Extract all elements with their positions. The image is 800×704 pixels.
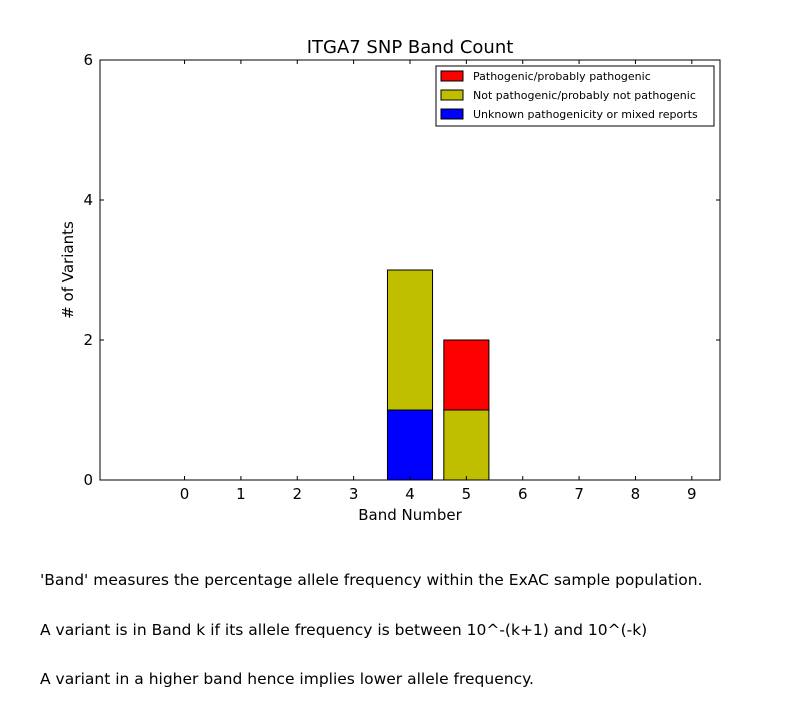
bars-layer [386, 269, 490, 481]
x-tick-label: 1 [236, 485, 246, 503]
bar-band-4-series-1 [386, 269, 434, 411]
x-tick-label: 9 [687, 485, 697, 503]
x-tick-label: 7 [574, 485, 584, 503]
legend-swatch [440, 89, 464, 101]
x-tick-label: 8 [631, 485, 641, 503]
ticks-layer: 0 1 2 3 4 5 6 7 8 9 0 2 4 6 [83, 51, 720, 503]
y-tick-label: 2 [83, 331, 93, 349]
legend-box [435, 65, 715, 127]
legend-swatch [440, 70, 464, 82]
chart-title: ITGA7 SNP Band Count [307, 37, 514, 58]
x-tick-label: 0 [180, 485, 190, 503]
legend-swatch [440, 108, 464, 120]
legend: Pathogenic/probably pathogenic Not pathog… [435, 65, 715, 127]
x-tick-label: 3 [349, 485, 359, 503]
band-count-chart: 0 1 2 3 4 5 6 7 8 9 0 2 4 6 ITGA7 SNP Band Count Band… [59, 37, 721, 524]
bar-band-4-series-0 [386, 409, 434, 481]
caption-line-1: 'Band' measures the percentage allele fr… [40, 571, 703, 589]
caption-line-3: A variant in a higher band hence implies… [40, 670, 534, 688]
y-axis-label: # of Variants [59, 221, 77, 319]
legend-label: Not pathogenic/probably not pathogenic [473, 89, 696, 102]
legend-label: Unknown pathogenicity or mixed reports [473, 108, 698, 121]
x-tick-label: 6 [518, 485, 528, 503]
y-tick-label: 4 [83, 191, 93, 209]
y-tick-label: 6 [83, 51, 93, 69]
x-tick-label: 2 [292, 485, 302, 503]
bar-band-5-series-2 [443, 339, 490, 411]
x-axis-label: Band Number [358, 506, 462, 524]
x-tick-label: 5 [462, 485, 472, 503]
chart-caption: 'Band' measures the percentage allele fr… [40, 539, 703, 704]
legend-label: Pathogenic/probably pathogenic [473, 70, 651, 83]
caption-line-2: A variant is in Band k if its allele fre… [40, 620, 648, 639]
bar-band-5-series-1 [443, 409, 490, 481]
x-tick-label: 4 [405, 485, 415, 503]
y-tick-label: 0 [83, 471, 93, 489]
